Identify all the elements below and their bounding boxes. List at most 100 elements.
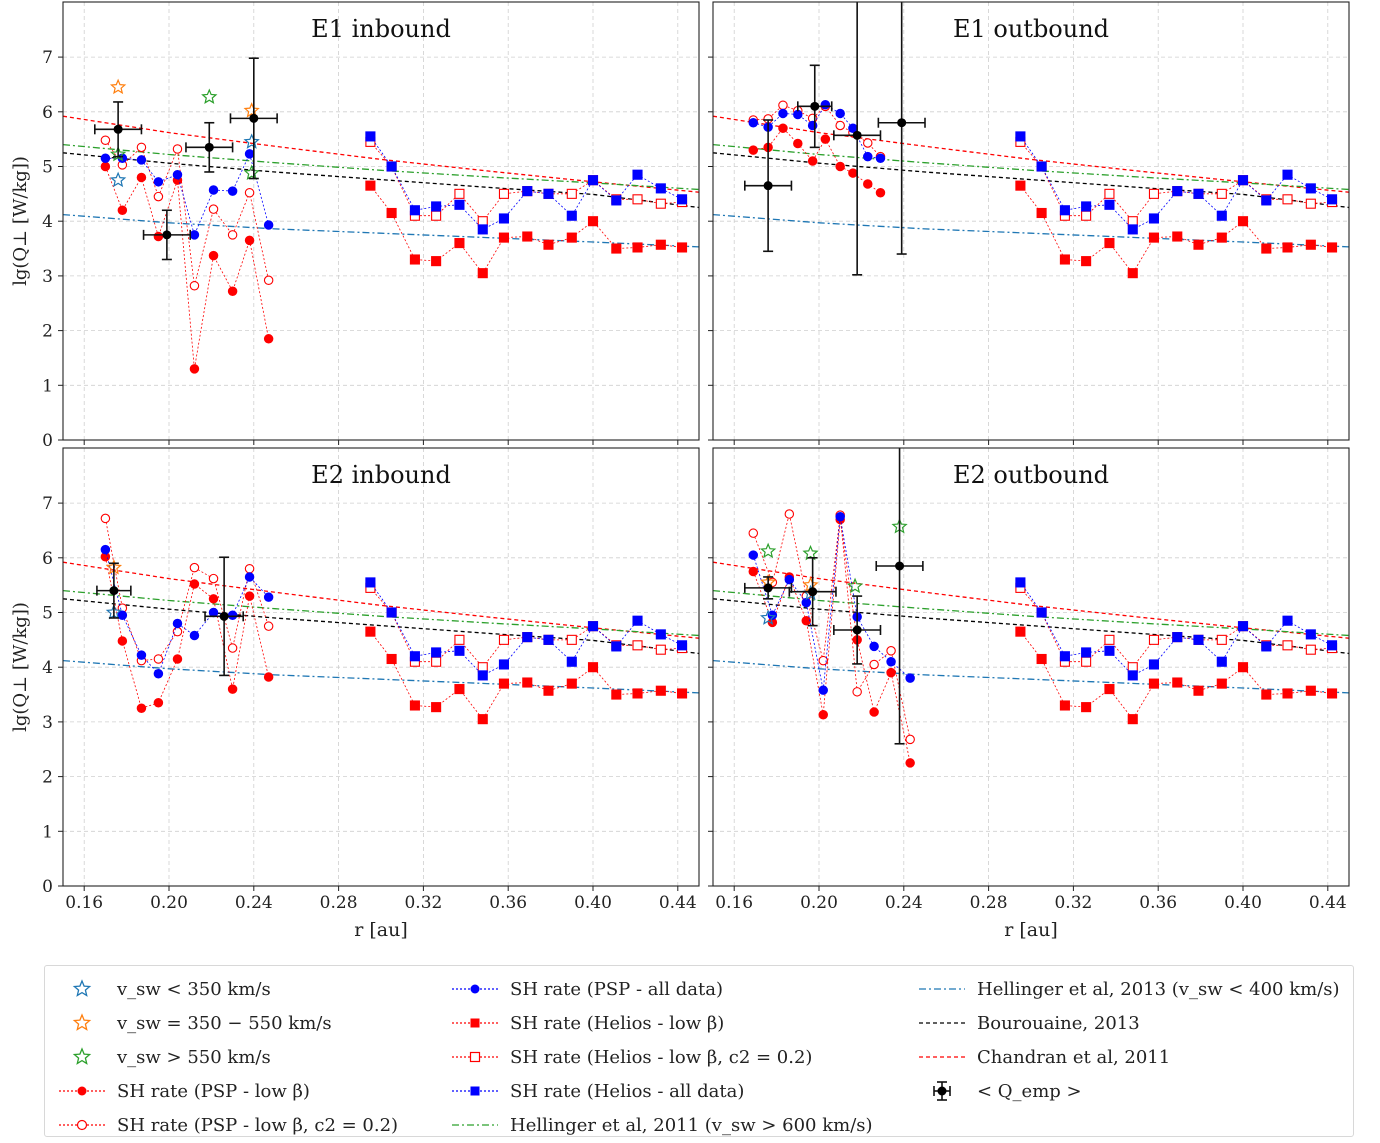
helios-all-point [1305,629,1316,640]
helios-all-point [431,201,442,212]
helios-low-beta-point [365,180,376,191]
qemp-errorbar [743,576,793,600]
y-tick-label: 4 [42,212,53,232]
series-psp-low-beta-c2 [100,513,274,666]
psp-low-beta-point [227,684,238,694]
helios-low-beta-point [522,677,533,688]
helios-all-point [498,213,510,224]
psp-low-beta-point [793,138,803,149]
psp-all-point [863,151,873,162]
helios-low-beta-point [1015,180,1026,191]
x-tick-label: 0.32 [404,893,442,913]
psp-low-beta-point [869,707,879,717]
psp-low-beta-point [748,566,759,577]
psp-low-beta-c2-point [818,655,828,666]
helios-all-point [1015,131,1026,142]
helios-low-beta-point [386,207,397,219]
qemp-errorbar [796,64,833,149]
psp-all-point [886,656,896,667]
psp-all-point [189,230,200,240]
helios-low-beta-point [676,688,688,699]
y-tick-label: 6 [42,103,53,123]
series-helios-low-beta [365,180,688,279]
psp-low-beta-point [263,672,274,682]
psp-all-point [748,550,759,560]
helios-low-beta-point [431,702,442,713]
qemp-errorbar [875,448,924,745]
helios-all-point [409,205,420,216]
psp-low-beta-point [227,286,238,296]
legend-item-psp-low-beta: SH rate (PSP - low β) [57,1074,398,1108]
psp-all-point [227,610,238,620]
curve-bourouaine [63,152,699,209]
panel-2: E1 outbound [708,1,1350,445]
legend-label: SH rate (PSP - low β) [117,1080,310,1102]
star-gt550 [759,542,777,559]
helios-all-point [477,224,488,235]
series-helios-low-beta [1015,180,1338,279]
helios-low-beta-c2-point [1127,662,1138,673]
qemp-errorbar [743,119,793,253]
y-tick-label: 2 [42,322,53,342]
psp-all-point [244,149,255,159]
qemp-errorbar [94,101,143,158]
helios-low-beta-point [1036,653,1047,665]
helios-all-point [587,621,599,632]
psp-all-point [905,673,915,683]
x-tick-label: 0.20 [150,893,188,913]
y-tick-label: 3 [42,267,53,287]
series-psp-low-beta [748,514,915,768]
legend-swatch [72,979,92,997]
legend-swatch [933,1081,951,1101]
helios-low-beta-point [543,685,554,696]
helios-low-beta-c2-point [1216,634,1227,645]
psp-low-beta-c2-point [263,275,274,286]
helios-all-point [632,615,643,626]
helios-low-beta-point [566,232,577,243]
helios-all-point [522,186,533,197]
y-tick-label: 1 [42,376,53,396]
legend-swatch [59,1119,105,1131]
helios-all-point [498,659,510,670]
helios-all-point [1237,175,1249,186]
helios-low-beta-point [1148,678,1160,689]
psp-low-beta-c2-point [153,654,164,664]
helios-low-beta-c2-point [1081,210,1092,221]
legend-column-3: Hellinger et al, 2013 (v_sw < 400 km/s) B… [917,972,1340,1108]
psp-low-beta-point [801,615,812,626]
helios-low-beta-c2-point [454,188,465,199]
helios-all-point [1127,224,1138,235]
helios-low-beta-c2-point [655,198,666,209]
psp-all-point [869,641,879,652]
curve-bourouaine [713,598,1349,655]
x-tick-label: 0.20 [800,893,838,913]
psp-low-beta-point [100,161,111,172]
helios-all-point [365,131,376,142]
y-tick-label: 7 [42,48,53,68]
helios-all-point [1059,205,1070,216]
legend-swatch [452,984,498,994]
star-lt350 [243,133,260,149]
psp-low-beta-point [263,334,274,344]
helios-low-beta-point [386,653,397,665]
psp-low-beta-c2-point [886,646,896,656]
legend-item-psp-low-beta-c2: SH rate (PSP - low β, c2 = 0.2) [57,1108,398,1142]
psp-low-beta-c2-point [189,562,200,573]
helios-low-beta-point [1282,242,1293,253]
psp-low-beta-point [905,758,915,768]
y-tick-label: 1 [42,822,53,842]
helios-all-point [454,645,465,656]
x-tick-label: 0.24 [235,893,273,913]
psp-low-beta-c2-point [784,509,795,519]
qemp-errorbar [185,121,234,173]
qemp-point [852,625,862,635]
helios-all-point [1036,607,1047,618]
helios-low-beta-point [632,688,643,699]
helios-low-beta-point [1237,216,1249,227]
psp-low-beta-point [748,145,759,155]
psp-low-beta-c2-point [244,188,255,198]
psp-low-beta-point [172,654,183,664]
psp-all-point [820,99,831,110]
series-helios-low-beta [365,626,688,725]
psp-all-point [778,108,788,119]
